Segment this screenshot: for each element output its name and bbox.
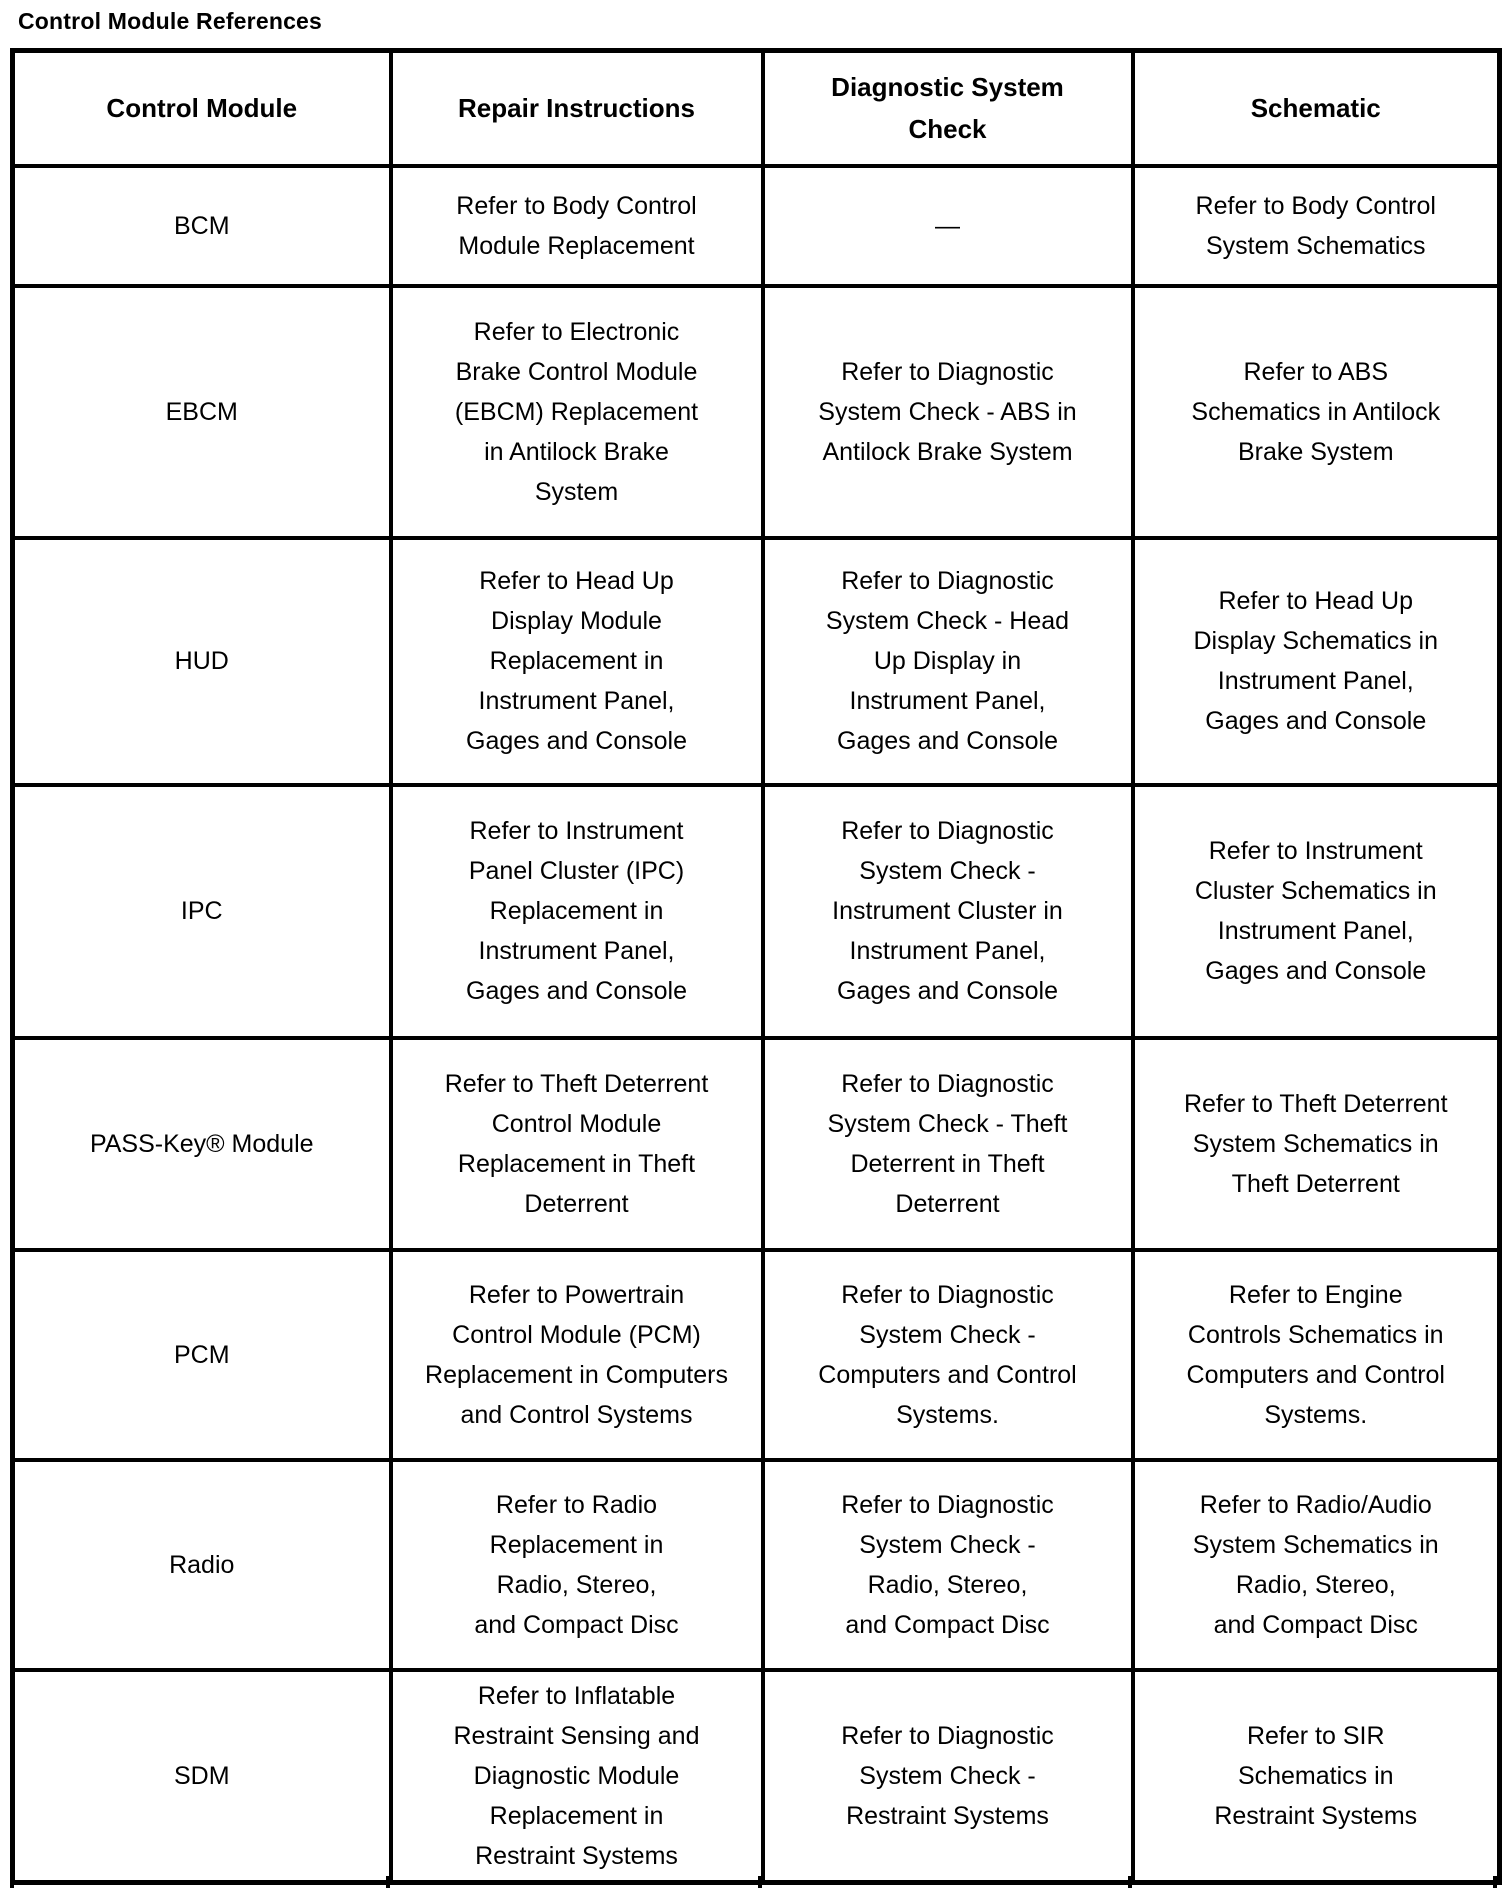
cell-schematic: Refer to Radio/Audio System Schematics i… (1130, 1457, 1502, 1672)
cell-repair-instructions: Refer to Powertrain Control Module (PCM)… (388, 1247, 765, 1462)
cell-module: PASS-Key® Module (10, 1035, 393, 1252)
cell-schematic: Refer to Head Up Display Schematics in I… (1130, 535, 1502, 787)
cell-module: IPC (10, 782, 393, 1040)
cell-module: Radio (10, 1457, 393, 1672)
table-row-ebcm: EBCM Refer to Electronic Brake Control M… (10, 283, 1502, 540)
cell-diagnostic-check: Refer to Diagnostic System Check - Theft… (760, 1035, 1135, 1252)
cell-repair-instructions: Refer to Head Up Display Module Replacem… (388, 535, 765, 787)
cell-schematic: Refer to Engine Controls Schematics in C… (1130, 1247, 1502, 1462)
table-row-hud: HUD Refer to Head Up Display Module Repl… (10, 535, 1502, 787)
next-row-border-stub (10, 1876, 14, 1888)
table-row-pcm: PCM Refer to Powertrain Control Module (… (10, 1247, 1502, 1462)
cell-module: SDM (10, 1667, 393, 1884)
cell-diagnostic-check: Refer to Diagnostic System Check - Instr… (760, 782, 1135, 1040)
column-header-repair-instructions: Repair Instructions (388, 48, 765, 168)
cell-module: BCM (10, 163, 393, 288)
next-row-border-stub (758, 1876, 762, 1888)
cell-module: PCM (10, 1247, 393, 1462)
table-row-ipc: IPC Refer to Instrument Panel Cluster (I… (10, 782, 1502, 1040)
cell-schematic: Refer to Theft Deterrent System Schemati… (1130, 1035, 1502, 1252)
cell-module: EBCM (10, 283, 393, 540)
cell-repair-instructions: Refer to Instrument Panel Cluster (IPC) … (388, 782, 765, 1040)
column-header-schematic: Schematic (1130, 48, 1502, 168)
cell-diagnostic-check: Refer to Diagnostic System Check - Head … (760, 535, 1135, 787)
table-title: Control Module References (18, 8, 323, 34)
cell-diagnostic-check: Refer to Diagnostic System Check - Restr… (760, 1667, 1135, 1884)
table-header-row: Control Module Repair Instructions Diagn… (10, 48, 1502, 168)
cell-repair-instructions: Refer to Body Control Module Replacement (388, 163, 765, 288)
cell-module: HUD (10, 535, 393, 787)
cell-diagnostic-check: Refer to Diagnostic System Check - Radio… (760, 1457, 1135, 1672)
control-module-references-table: Control Module Repair Instructions Diagn… (10, 48, 1502, 1885)
cell-repair-instructions: Refer to Theft Deterrent Control Module … (388, 1035, 765, 1252)
column-header-diagnostic-system-check: Diagnostic System Check (760, 48, 1135, 168)
table-row-sdm: SDM Refer to Inflatable Restraint Sensin… (10, 1667, 1502, 1884)
next-row-border-stub (386, 1876, 390, 1888)
cell-schematic: Refer to Instrument Cluster Schematics i… (1130, 782, 1502, 1040)
cell-schematic: Refer to SIR Schematics in Restraint Sys… (1130, 1667, 1502, 1884)
cell-diagnostic-check: — (760, 163, 1135, 288)
cell-schematic: Refer to ABS Schematics in Antilock Brak… (1130, 283, 1502, 540)
cell-repair-instructions: Refer to Radio Replacement in Radio, Ste… (388, 1457, 765, 1672)
cell-repair-instructions: Refer to Electronic Brake Control Module… (388, 283, 765, 540)
cell-diagnostic-check: Refer to Diagnostic System Check - ABS i… (760, 283, 1135, 540)
table-row-radio: Radio Refer to Radio Replacement in Radi… (10, 1457, 1502, 1672)
cell-diagnostic-check: Refer to Diagnostic System Check - Compu… (760, 1247, 1135, 1462)
next-row-border-stub (1128, 1876, 1132, 1888)
column-header-control-module: Control Module (10, 48, 393, 168)
next-row-border-stub (1493, 1876, 1497, 1888)
table-row-bcm: BCM Refer to Body Control Module Replace… (10, 163, 1502, 288)
table-row-pass-key-module: PASS-Key® Module Refer to Theft Deterren… (10, 1035, 1502, 1252)
cell-repair-instructions: Refer to Inflatable Restraint Sensing an… (388, 1667, 765, 1884)
cell-schematic: Refer to Body Control System Schematics (1130, 163, 1502, 288)
